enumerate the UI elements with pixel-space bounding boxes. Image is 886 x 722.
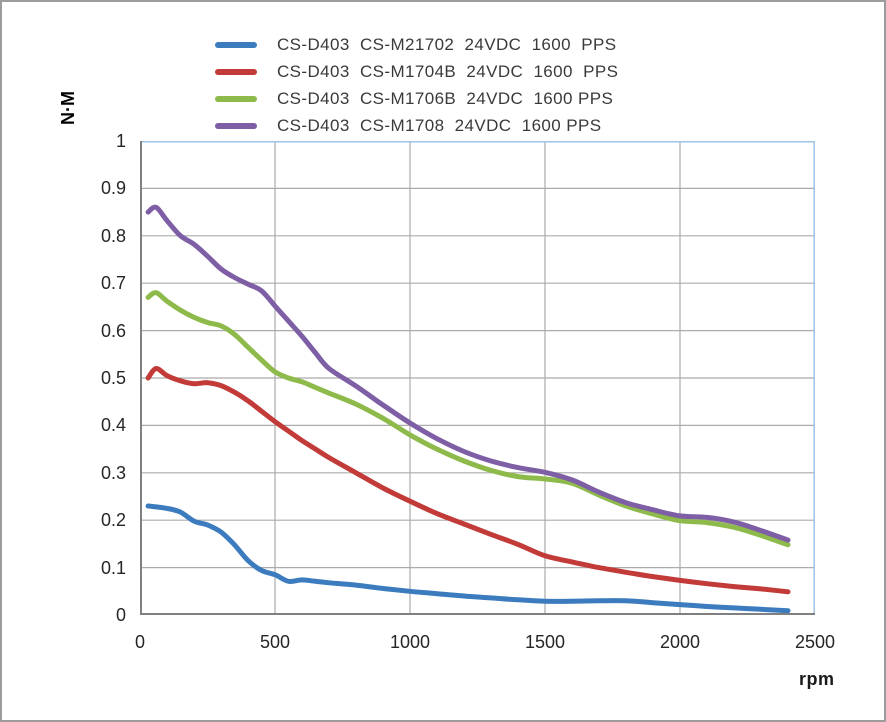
series-line-2	[145, 366, 791, 595]
x-tick-label: 1500	[524, 632, 566, 652]
y-tick-label: 0.4	[100, 415, 126, 436]
chart-legend: CS-D403 CS-M21702 24VDC 1600 PPS CS-D403 …	[215, 31, 618, 139]
y-tick-label: 0	[115, 605, 126, 625]
y-tick-label: 0.6	[100, 320, 126, 341]
x-tick-label: 2000	[659, 632, 701, 652]
x-tick-label: 1000	[389, 632, 431, 652]
series-line-1	[145, 503, 791, 614]
chart-plot-area	[140, 141, 815, 615]
x-axis-title: rpm	[799, 669, 835, 689]
y-tick-label: 0.2	[100, 510, 126, 531]
series-line-4	[145, 204, 791, 543]
y-tick-label: 0.9	[100, 178, 126, 199]
x-tick-label: 500	[259, 632, 291, 652]
y-tick-label: 0.1	[100, 557, 126, 578]
legend-swatch-icon	[215, 122, 257, 129]
x-tick-label: 0	[134, 632, 145, 652]
legend-label: CS-D403 CS-M1706B 24VDC 1600 PPS	[277, 88, 614, 108]
y-tick-label: 0.8	[100, 225, 126, 246]
y-tick-label: 1	[115, 131, 126, 151]
legend-label: CS-D403 CS-M21702 24VDC 1600 PPS	[277, 34, 617, 54]
legend-swatch-icon	[215, 95, 257, 102]
y-tick-label: 0.3	[100, 462, 126, 483]
y-tick-label: 0.7	[100, 273, 126, 294]
legend-item: CS-D403 CS-M1704B 24VDC 1600 PPS	[215, 58, 618, 85]
series-line-3	[145, 290, 791, 548]
y-tick-label: 0.5	[100, 368, 126, 388]
legend-item: CS-D403 CS-M1706B 24VDC 1600 PPS	[215, 85, 618, 112]
legend-item: CS-D403 CS-M1708 24VDC 1600 PPS	[215, 112, 618, 139]
x-tick-label: 2500	[794, 632, 836, 652]
legend-label: CS-D403 CS-M1704B 24VDC 1600 PPS	[277, 61, 619, 81]
legend-swatch-icon	[215, 41, 257, 48]
legend-swatch-icon	[215, 68, 257, 75]
legend-label: CS-D403 CS-M1708 24VDC 1600 PPS	[277, 115, 602, 135]
legend-item: CS-D403 CS-M21702 24VDC 1600 PPS	[215, 31, 618, 58]
